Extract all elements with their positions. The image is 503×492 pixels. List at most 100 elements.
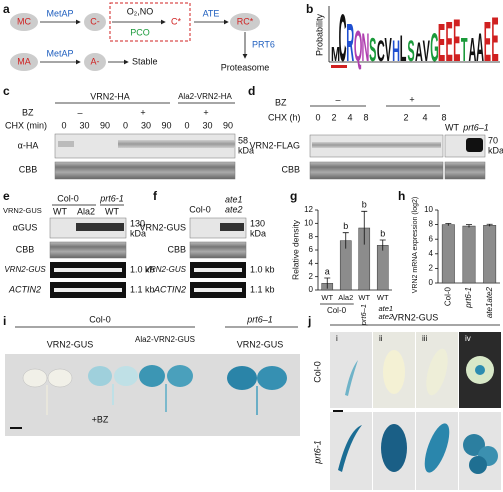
error-bar: [324, 277, 331, 289]
lane-label: 0: [123, 120, 128, 130]
row-label: αGUS: [13, 222, 38, 232]
x-tick-label: Ala2: [338, 293, 353, 302]
panel-label: i: [3, 314, 6, 328]
y-tick-label: 8: [429, 220, 434, 229]
logo-letter: N: [362, 26, 370, 71]
panel-e: e VRN2-GUS Col-0 prt6-1 WT Ala2 WT αGUS …: [3, 189, 155, 298]
logo-letter: A: [415, 39, 423, 68]
logo-letter: C: [339, 2, 347, 76]
node: Stable: [132, 56, 158, 66]
panel-c: c VRN2-HA Ala2-VRN2-HA BZ – + + CHX (min…: [3, 84, 254, 180]
photo: [330, 412, 372, 490]
column-label: iv: [465, 334, 471, 343]
panel-label: f: [153, 189, 158, 203]
row-label: CBB: [19, 164, 38, 174]
bar: [483, 225, 497, 284]
y-tick-label: 0: [429, 278, 434, 287]
panel-b: b Probability MC R Q N S C V H L S A V G E E E T A A E E: [306, 2, 500, 76]
row-label: BZ: [22, 107, 34, 117]
construct: Ala2-VRN2-GUS: [135, 335, 195, 344]
background: Col-0: [57, 193, 79, 203]
lane-label: 2: [331, 112, 336, 122]
y-tick-label: 8: [309, 232, 314, 241]
enzyme: MetAP: [46, 48, 73, 58]
column-label: iii: [422, 334, 428, 343]
size-label: kDa: [488, 145, 503, 155]
row-label: CHX (min): [5, 120, 47, 130]
column-label: ii: [379, 334, 383, 343]
row-label: Col-0: [312, 361, 322, 383]
background: prt6-1: [99, 193, 124, 203]
x-tick-label: Col-0: [443, 286, 452, 306]
y-tick-label: 4: [429, 249, 434, 258]
panel-label: h: [398, 189, 405, 203]
size-label: 1.0 kb: [130, 264, 155, 274]
blot: [309, 161, 444, 180]
lane-label: 90: [100, 120, 110, 130]
lane-label: 90: [223, 120, 233, 130]
blot-band: [118, 140, 235, 148]
error-bar: [342, 232, 349, 249]
row-label: VRN2-GUS: [4, 265, 46, 274]
enzyme: PCO: [130, 27, 150, 37]
blot-band: [466, 138, 483, 152]
enzyme: ATE: [203, 8, 220, 18]
x-tick-label: WT: [377, 293, 389, 302]
row-label: CBB: [16, 244, 35, 254]
protein-shape: [84, 53, 106, 71]
logo-letter: M: [331, 44, 340, 66]
y-tick-label: 4: [309, 258, 314, 267]
node: C*: [171, 16, 181, 26]
blot: [49, 241, 127, 259]
lane-label: 30: [202, 120, 212, 130]
gel-band: [194, 288, 242, 292]
y-tick-label: 0: [309, 285, 314, 294]
logo-letter: L: [400, 28, 407, 69]
error-bar: [466, 224, 472, 228]
logo-letter: Q: [354, 21, 362, 70]
logo-letter: E: [453, 8, 460, 75]
lane-label: 30: [141, 120, 151, 130]
lane-label: WT: [105, 206, 119, 216]
logo-letter: T: [461, 33, 468, 69]
protein-shape: [10, 13, 38, 31]
lane-label: Col-0: [189, 204, 211, 214]
x-tick-label: WT: [321, 293, 333, 302]
group-label: ate1: [378, 304, 393, 313]
panel-d: d BZ – + CHX (h) 0 2 4 8 2 4 8 WT prt6–1 VRN2-…: [248, 84, 503, 180]
size-label: kDa: [130, 228, 146, 238]
lane-label: 90: [161, 120, 171, 130]
panel-f: f Col-0 ate1 ate2 VRN2-GUS 130 kDa CBB V…: [139, 189, 275, 298]
x-tick-label: WT: [358, 293, 370, 302]
node: C-: [90, 16, 100, 26]
blot-band: [312, 142, 441, 148]
y-tick-label: 6: [429, 234, 434, 243]
treatment: +: [203, 107, 208, 117]
construct: Ala2-VRN2-HA: [178, 92, 232, 101]
charts: g Relative density 0 2 4 6 8 10 12 a WT b Ala2 b WT b WT…: [290, 189, 500, 326]
size-label: 1.0 kb: [250, 264, 275, 274]
node: Proteasome: [221, 62, 270, 72]
gel-band: [54, 268, 122, 272]
construct: VRN2-HA: [90, 91, 130, 101]
panel-label: g: [290, 189, 297, 203]
highlight-bar: [331, 65, 347, 68]
row-label: CHX (h): [268, 112, 301, 122]
logo-letter: V: [384, 33, 391, 69]
row-label: VRN2-GUS: [145, 265, 187, 274]
lane-label: 8: [441, 112, 446, 122]
enzyme: PRT6: [252, 39, 275, 49]
row-label: BZ: [275, 97, 287, 107]
group-label: Col-0: [327, 306, 347, 315]
lane-label: 0: [315, 112, 320, 122]
y-tick-label: 2: [429, 264, 434, 273]
lane-label: 4: [347, 112, 352, 122]
treatment: –: [335, 94, 340, 104]
treatment: +: [140, 107, 145, 117]
node: MC: [17, 16, 31, 26]
size-label: 70: [488, 135, 498, 145]
panel-label: j: [307, 314, 311, 328]
blot: [54, 161, 236, 180]
background: Col-0: [89, 314, 111, 324]
logo-letter: E: [484, 10, 491, 74]
